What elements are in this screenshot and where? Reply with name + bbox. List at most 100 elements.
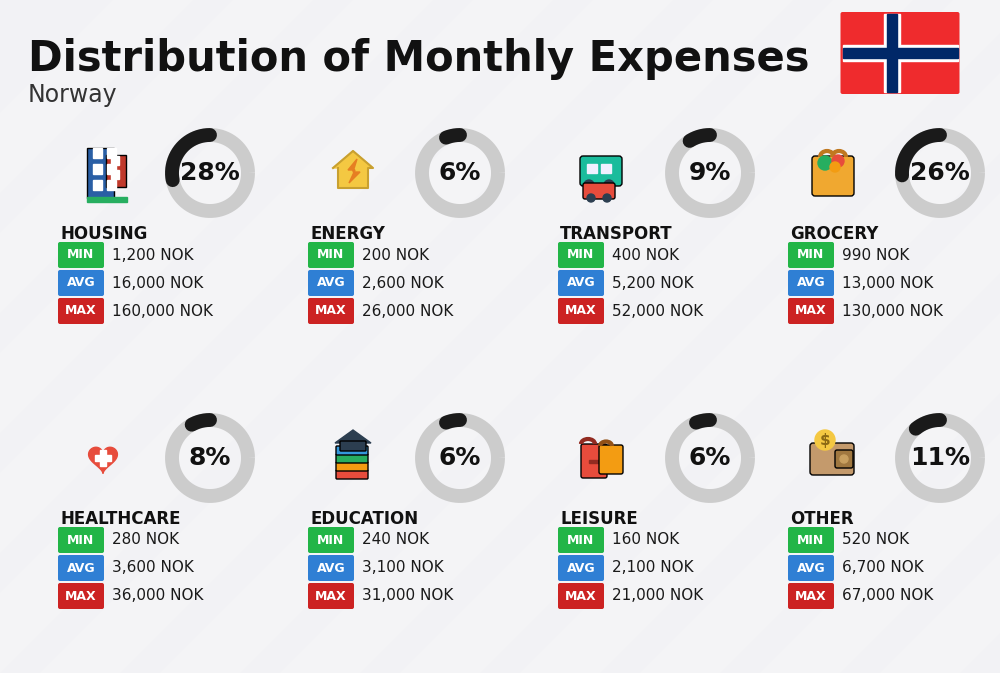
Polygon shape [880,0,1000,673]
FancyBboxPatch shape [558,270,604,296]
FancyBboxPatch shape [788,527,834,553]
Text: MIN: MIN [317,534,345,546]
Text: 130,000 NOK: 130,000 NOK [842,304,943,318]
Text: 36,000 NOK: 36,000 NOK [112,588,204,604]
FancyBboxPatch shape [308,527,354,553]
Text: MIN: MIN [567,248,595,262]
Text: LEISURE: LEISURE [560,510,638,528]
Bar [589,460,603,463]
Bar [111,156,119,165]
Text: 6%: 6% [689,446,731,470]
Text: 2,600 NOK: 2,600 NOK [362,275,444,291]
Text: GROCERY: GROCERY [790,225,878,243]
Text: 3,100 NOK: 3,100 NOK [362,561,444,575]
Bar [93,180,102,190]
FancyBboxPatch shape [87,148,114,199]
Text: 160 NOK: 160 NOK [612,532,679,548]
Text: HOUSING: HOUSING [60,225,147,243]
Circle shape [603,194,611,202]
Polygon shape [0,0,193,673]
FancyBboxPatch shape [558,583,604,609]
FancyBboxPatch shape [308,555,354,581]
FancyBboxPatch shape [788,583,834,609]
Text: AVG: AVG [797,277,825,289]
Bar [601,164,611,173]
Text: 67,000 NOK: 67,000 NOK [842,588,933,604]
Text: 16,000 NOK: 16,000 NOK [112,275,203,291]
Bar [842,48,958,58]
Bar [87,197,127,202]
Text: MAX: MAX [65,590,97,602]
FancyBboxPatch shape [558,298,604,324]
Bar [111,170,119,179]
Text: AVG: AVG [567,561,595,575]
Text: 8%: 8% [189,446,231,470]
Text: TRANSPORT: TRANSPORT [560,225,673,243]
FancyBboxPatch shape [558,555,604,581]
FancyBboxPatch shape [308,298,354,324]
Bar [93,148,102,158]
Text: 31,000 NOK: 31,000 NOK [362,588,453,604]
Text: 6,700 NOK: 6,700 NOK [842,561,924,575]
FancyBboxPatch shape [788,298,834,324]
Bar [107,148,116,158]
FancyBboxPatch shape [580,156,622,186]
Circle shape [832,155,844,167]
Text: MIN: MIN [567,534,595,546]
Text: 990 NOK: 990 NOK [842,248,909,262]
Text: 5,200 NOK: 5,200 NOK [612,275,694,291]
Text: 13,000 NOK: 13,000 NOK [842,275,933,291]
Polygon shape [0,0,673,673]
Text: MAX: MAX [65,304,97,318]
Polygon shape [89,448,117,473]
Text: MIN: MIN [797,248,825,262]
Polygon shape [520,0,1000,673]
Polygon shape [280,0,1000,673]
Text: MIN: MIN [317,248,345,262]
Text: AVG: AVG [67,277,95,289]
FancyBboxPatch shape [336,470,368,479]
Circle shape [818,156,832,170]
Bar [887,14,897,92]
FancyBboxPatch shape [58,555,104,581]
Polygon shape [160,0,913,673]
Bar [95,455,111,461]
Text: 280 NOK: 280 NOK [112,532,179,548]
Text: 21,000 NOK: 21,000 NOK [612,588,703,604]
Text: Distribution of Monthly Expenses: Distribution of Monthly Expenses [28,38,810,80]
FancyBboxPatch shape [558,527,604,553]
FancyBboxPatch shape [308,242,354,268]
Bar [107,164,116,174]
FancyBboxPatch shape [810,443,854,475]
Text: MAX: MAX [565,304,597,318]
Circle shape [815,430,835,450]
Text: 2,100 NOK: 2,100 NOK [612,561,694,575]
FancyBboxPatch shape [340,441,366,451]
FancyBboxPatch shape [336,454,368,463]
Text: MAX: MAX [565,590,597,602]
Polygon shape [0,0,313,673]
Polygon shape [400,0,1000,673]
FancyBboxPatch shape [583,183,615,199]
Text: 26%: 26% [910,161,970,185]
Text: AVG: AVG [317,561,345,575]
Text: AVG: AVG [797,561,825,575]
FancyBboxPatch shape [558,242,604,268]
Text: AVG: AVG [317,277,345,289]
Circle shape [830,162,840,172]
Polygon shape [0,0,433,673]
Text: OTHER: OTHER [790,510,854,528]
FancyBboxPatch shape [58,583,104,609]
Text: 6%: 6% [439,161,481,185]
Polygon shape [335,430,371,443]
Text: EDUCATION: EDUCATION [310,510,418,528]
Text: 3,600 NOK: 3,600 NOK [112,561,194,575]
FancyBboxPatch shape [599,445,623,474]
Text: 200 NOK: 200 NOK [362,248,429,262]
Text: MIN: MIN [797,534,825,546]
Bar [350,436,356,448]
FancyBboxPatch shape [336,446,368,455]
Text: AVG: AVG [67,561,95,575]
Text: 52,000 NOK: 52,000 NOK [612,304,703,318]
FancyBboxPatch shape [106,155,126,187]
